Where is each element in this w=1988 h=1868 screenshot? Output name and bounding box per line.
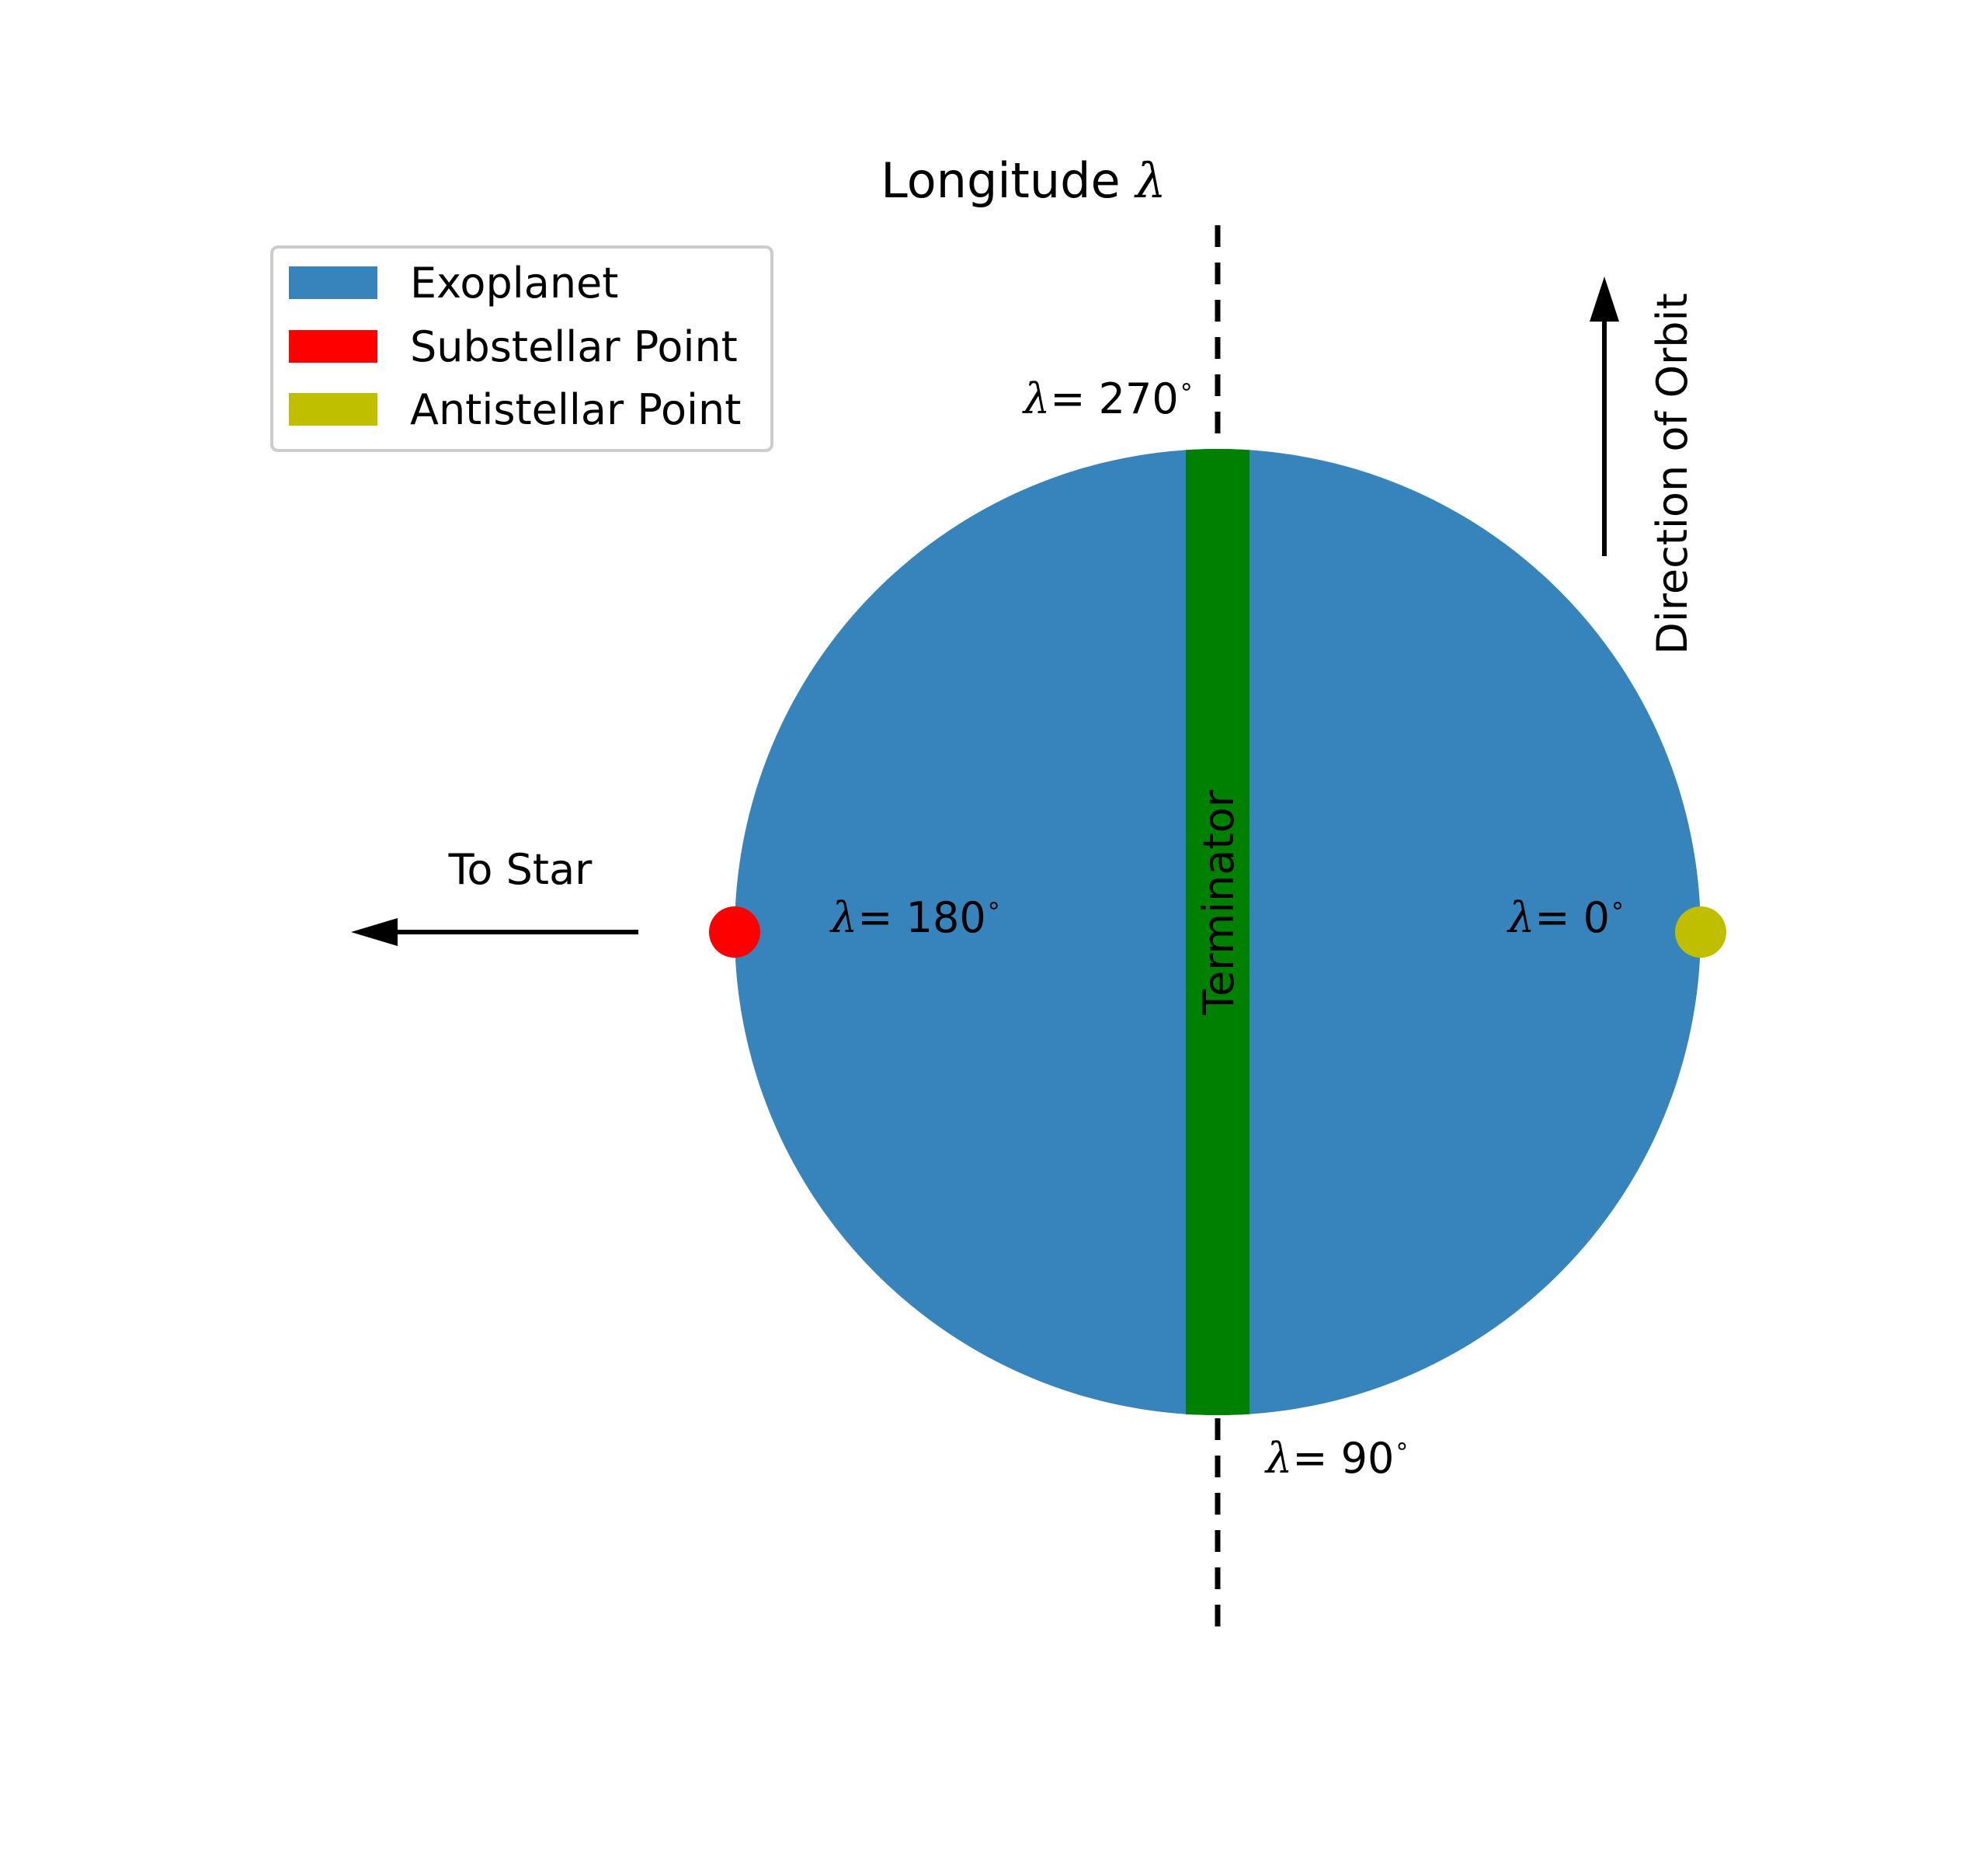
to-star-label: To Star (448, 845, 593, 894)
legend-label-substellar: Substellar Point (410, 322, 738, 371)
legend-swatch-substellar (289, 330, 377, 363)
terminator-label: Terminator (1194, 789, 1243, 1015)
substellar-point-marker (709, 906, 760, 958)
to-star-arrow-head-icon (351, 918, 398, 946)
antistellar-point-marker (1675, 906, 1726, 958)
legend-swatch-antistellar (289, 393, 377, 426)
legend-label-exoplanet: Exoplanet (410, 259, 618, 308)
legend-label-antistellar: Antistellar Point (410, 385, 741, 434)
longitude-label-0: λ= 0∘ (1507, 890, 1625, 942)
longitude-label-90: λ= 90∘ (1264, 1431, 1409, 1483)
longitude-label-270: λ= 270∘ (1022, 371, 1194, 423)
legend: Exoplanet Substellar Point Antistellar P… (270, 245, 773, 452)
legend-swatch-exoplanet (289, 266, 377, 299)
longitude-label-180: λ= 180∘ (829, 890, 1002, 942)
orbit-arrow-head-icon (1590, 277, 1619, 322)
terminator-band (1186, 449, 1249, 1415)
orbit-direction-label: Direction of Orbit (1648, 293, 1697, 655)
diagram-title: Longitude λ (881, 152, 1166, 209)
legend-frame (270, 245, 773, 452)
